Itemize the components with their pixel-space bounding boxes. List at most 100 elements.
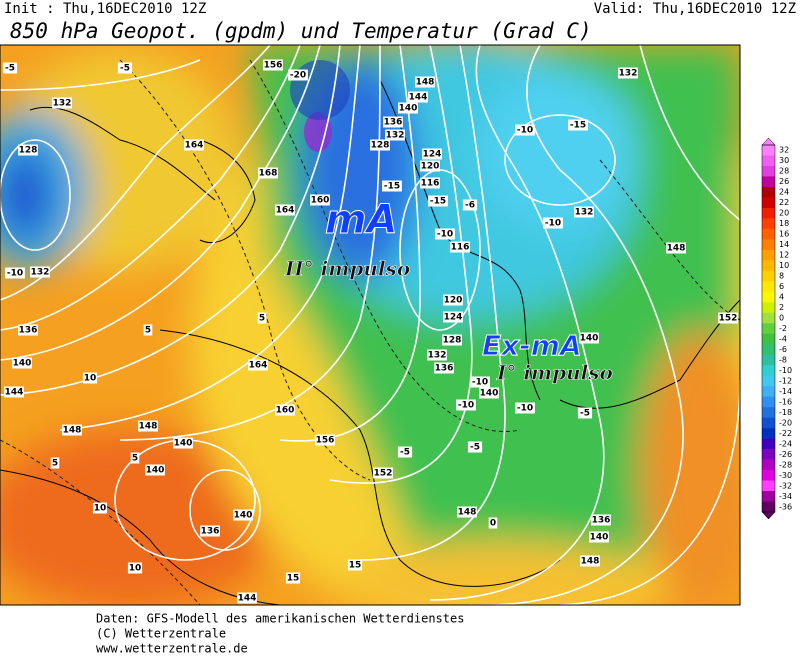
contour-label: 140 <box>174 439 193 449</box>
contour-label: 148 <box>63 426 82 436</box>
contour-label: -5 <box>120 64 130 74</box>
contour-label: -10 <box>458 401 474 411</box>
contour-label: 132 <box>53 99 72 109</box>
label-background <box>82 372 98 384</box>
label-background <box>52 97 72 109</box>
contour-label: 5 <box>132 454 138 464</box>
contour-label: 164 <box>185 141 204 151</box>
contour-label: 144 <box>238 594 257 604</box>
valid-time: Valid: Thu,16DEC2010 12Z <box>594 1 796 17</box>
color-scale-label: -2 <box>779 324 787 333</box>
label-background <box>275 204 295 216</box>
color-scale-label: 20 <box>779 209 789 218</box>
contour-label: 136 <box>435 364 454 374</box>
label-background <box>579 332 599 344</box>
label-background <box>568 119 588 131</box>
color-scale-label: -36 <box>779 502 792 511</box>
contour-label: 148 <box>139 422 158 432</box>
color-swatch <box>762 197 775 209</box>
label-background <box>591 514 611 526</box>
label-background <box>50 457 60 469</box>
color-swatch <box>762 480 775 492</box>
contour-label: 156 <box>316 436 335 446</box>
contour-label: 140 <box>146 466 165 476</box>
air-mass-label: Ex-mA <box>482 329 582 362</box>
label-background <box>443 311 463 323</box>
contour-label: -5 <box>580 409 590 419</box>
contour-label: 15 <box>349 561 362 571</box>
contour-label: 156 <box>264 61 283 71</box>
label-background <box>543 217 563 229</box>
color-swatch <box>762 165 775 177</box>
label-background <box>574 206 594 218</box>
label-background <box>275 404 295 416</box>
label-background <box>130 452 140 464</box>
label-background <box>200 525 220 537</box>
label-background <box>420 160 440 172</box>
color-swatch <box>762 491 775 502</box>
contour-label: -10 <box>7 269 23 279</box>
label-background <box>450 241 470 253</box>
footer-source: Daten: GFS-Modell des amerikanischen Wet… <box>96 612 464 626</box>
color-swatch <box>762 218 775 230</box>
color-scale-label: -22 <box>779 429 792 438</box>
contour-label: 5 <box>145 326 151 336</box>
contour-label: 148 <box>458 508 477 518</box>
label-background <box>285 572 301 584</box>
color-scale-label: 22 <box>779 198 789 207</box>
contour-label: 152 <box>719 314 738 324</box>
label-background <box>92 502 108 514</box>
color-swatch <box>762 281 775 293</box>
color-scale-label: 6 <box>779 282 784 291</box>
label-background <box>420 177 440 189</box>
color-scale-label: -32 <box>779 481 792 490</box>
contour-label: 140 <box>480 389 499 399</box>
contour-label: -5 <box>470 443 480 453</box>
label-background <box>370 139 390 151</box>
contour-label: 132 <box>31 268 50 278</box>
label-background <box>258 167 278 179</box>
color-scale-label: -18 <box>779 408 792 417</box>
label-background <box>398 102 418 114</box>
color-swatch <box>762 438 775 450</box>
label-background <box>373 467 393 479</box>
contour-label: 140 <box>399 104 418 114</box>
contour-label: 5 <box>259 314 265 324</box>
label-background <box>143 324 153 336</box>
color-scale-label: 28 <box>779 167 789 176</box>
color-scale-tip <box>761 137 776 146</box>
color-scale-label: 32 <box>779 146 789 155</box>
label-background <box>515 124 535 136</box>
contour-label: 144 <box>409 93 428 103</box>
color-scale-frame <box>761 144 776 513</box>
color-swatch <box>762 375 775 387</box>
label-background <box>127 562 143 574</box>
label-background <box>462 199 478 211</box>
color-swatch <box>762 470 775 481</box>
contour-label: 128 <box>371 141 390 151</box>
color-scale-label: -16 <box>779 397 792 406</box>
label-background <box>479 387 499 399</box>
contour-label: 116 <box>451 243 470 253</box>
contour-label: 140 <box>590 533 609 543</box>
contour-label: 132 <box>386 131 405 141</box>
label-background <box>233 509 253 521</box>
color-swatch <box>762 417 775 429</box>
impulse-label: I° impulso <box>496 361 613 385</box>
label-background <box>382 180 402 192</box>
color-swatch <box>762 396 775 408</box>
color-swatch <box>762 291 775 303</box>
color-scale-label: 30 <box>779 156 789 165</box>
color-swatch <box>762 176 775 188</box>
label-background <box>443 294 463 306</box>
color-scale-label: 10 <box>779 261 789 270</box>
label-background <box>62 424 82 436</box>
color-scale-label: 0 <box>779 314 784 323</box>
contour-label: 0 <box>490 519 496 529</box>
label-background <box>408 91 428 103</box>
color-scale-label: -26 <box>779 450 792 459</box>
label-background <box>515 402 535 414</box>
label-background <box>12 357 32 369</box>
